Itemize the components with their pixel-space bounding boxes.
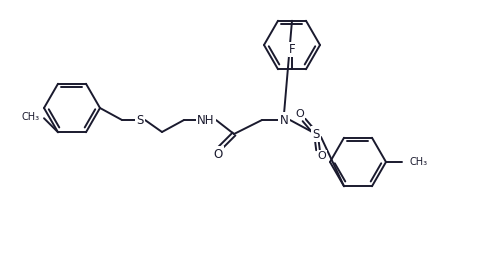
Text: S: S (312, 127, 320, 140)
Text: O: O (318, 151, 327, 161)
Text: O: O (214, 147, 222, 160)
Text: CH₃: CH₃ (22, 112, 40, 122)
Text: NH: NH (197, 114, 215, 127)
Text: N: N (280, 114, 288, 127)
Text: O: O (296, 109, 304, 119)
Text: F: F (289, 43, 295, 56)
Text: CH₃: CH₃ (410, 157, 428, 167)
Text: S: S (136, 114, 144, 127)
